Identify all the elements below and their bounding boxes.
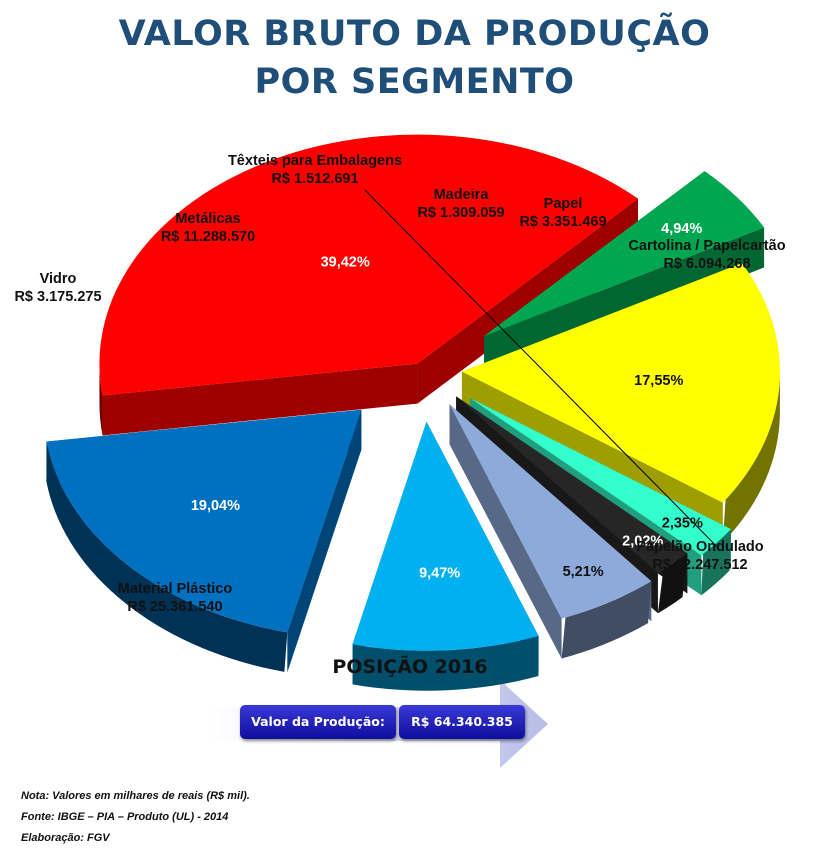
slice-percent-label: 19,04% — [191, 498, 240, 514]
slice-top — [461, 263, 780, 503]
slice-name: Madeira — [433, 187, 489, 203]
slice-outer-wall — [657, 553, 688, 614]
slice-outer-wall — [561, 581, 652, 659]
slice-percent-label: 17,55% — [634, 373, 683, 389]
pie-slice-0 — [99, 134, 639, 436]
slice-percent-label: 9,47% — [419, 566, 460, 582]
slice-side-wall — [102, 363, 418, 436]
chart-title-line-1: VALOR BRUTO DA PRODUÇÃO — [118, 14, 711, 54]
slice-category-label: Têxteis para Embalagens R$ 1.512.691 — [205, 152, 425, 188]
slice-name: Metálicas — [175, 211, 241, 227]
slice-category-label: Cartolina / Papelcartão R$ 6.094.268 — [597, 237, 817, 273]
slice-name: Material Plástico — [117, 581, 233, 597]
slice-value: R$ 1.309.059 — [417, 205, 505, 221]
slice-name: Cartolina / Papelcartão — [628, 238, 786, 254]
chart-title-line-2: POR SEGMENTO — [254, 62, 575, 102]
slice-category-label: Papel R$ 3.351.469 — [453, 195, 673, 231]
notes: Nota: Valores em milhares de reais (R$ m… — [21, 786, 250, 849]
slice-value: R$ 25.361.540 — [127, 599, 223, 615]
slice-category-label: Madeira R$ 1.309.059 — [351, 186, 571, 222]
slice-value: R$ 6.094.268 — [663, 256, 751, 272]
pie-slice-6 — [352, 421, 539, 691]
production-value-amount: R$ 64.340.385 — [399, 705, 525, 739]
slice-name: Vidro — [39, 271, 77, 287]
leader-line — [364, 189, 718, 547]
slice-value: R$ 3.175.275 — [14, 289, 102, 305]
slice-name: Têxteis para Embalagens — [227, 153, 403, 169]
slice-percent-label: 2,02% — [622, 533, 663, 549]
slice-value: R$ 11.288.570 — [160, 229, 256, 245]
slice-side-wall — [417, 198, 639, 404]
slice-top — [46, 409, 362, 633]
slice-side-wall — [449, 404, 562, 659]
slice-value: R$ 1.512.691 — [271, 171, 359, 187]
position-title: POSIÇÃO 2016 — [332, 656, 488, 678]
slice-top — [484, 171, 765, 337]
slice-outer-wall — [99, 363, 103, 436]
slice-outer-wall — [722, 371, 780, 543]
slice-outer-wall — [701, 529, 731, 596]
slice-value: R$ 3.351.469 — [519, 214, 607, 230]
slice-percent-label: 2,35% — [662, 515, 703, 531]
pie-slice-7 — [46, 409, 362, 673]
slice-top — [352, 421, 539, 651]
slice-percent-label: 4,94% — [661, 221, 702, 237]
slice-category-label: Papelão Ondulado R$ 12.247.512 — [590, 538, 810, 574]
slice-outer-wall — [46, 443, 288, 672]
slice-value: R$ 12.247.512 — [652, 557, 748, 573]
slice-name: Papelão Ondulado — [636, 539, 764, 555]
note-line: Nota: Valores em milhares de reais (R$ m… — [21, 790, 250, 802]
slice-outer-wall — [352, 636, 539, 691]
slice-percent-label: 39,42% — [321, 255, 370, 271]
slice-top — [449, 404, 652, 619]
slice-percent-label: 5,21% — [563, 564, 604, 580]
elaboration-line: Elaboração: FGV — [21, 832, 110, 844]
slice-top — [99, 134, 639, 396]
slice-top — [470, 398, 731, 556]
pie-slice-5 — [449, 404, 652, 659]
slice-category-label: Vidro R$ 3.175.275 — [0, 270, 168, 306]
production-value-label: Valor da Produção: — [240, 705, 396, 739]
slice-side-wall — [287, 409, 362, 673]
slice-category-label: Metálicas R$ 11.288.570 — [98, 210, 318, 246]
source-line: Fonte: IBGE – PIA – Produto (UL) - 2014 — [21, 811, 229, 823]
slice-top — [456, 396, 688, 574]
slice-category-label: Material Plástico R$ 25.361.540 — [65, 580, 285, 616]
slice-name: Papel — [543, 196, 583, 212]
